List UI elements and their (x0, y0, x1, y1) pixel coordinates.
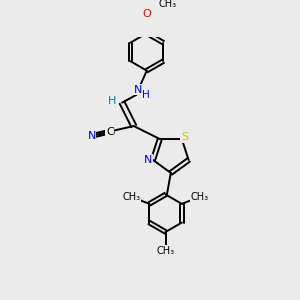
Text: S: S (181, 133, 188, 142)
Text: H: H (108, 96, 116, 106)
Text: CH₃: CH₃ (122, 192, 140, 202)
Text: O: O (142, 9, 151, 19)
Text: CH₃: CH₃ (157, 246, 175, 256)
Text: CH₃: CH₃ (158, 0, 176, 9)
Text: C: C (106, 127, 114, 137)
Text: N: N (144, 155, 152, 165)
Text: CH₃: CH₃ (190, 192, 208, 202)
Text: H: H (142, 90, 150, 100)
Text: N: N (88, 131, 96, 141)
Text: N: N (134, 85, 142, 94)
